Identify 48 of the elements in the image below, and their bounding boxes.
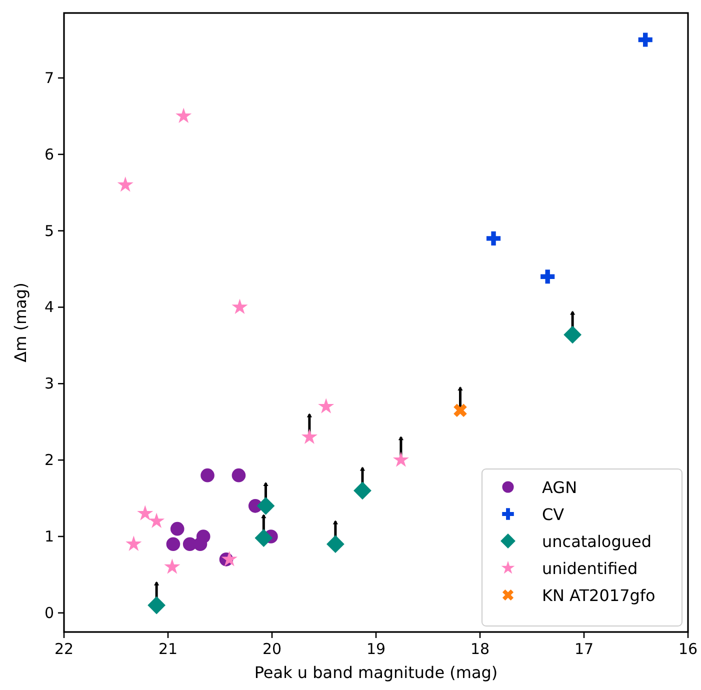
point	[564, 326, 582, 344]
point	[176, 108, 192, 123]
y-tick-label: 1	[44, 527, 54, 546]
x-tick-label: 20	[262, 640, 282, 658]
x-tick-label: 18	[470, 640, 490, 658]
legend-label: CV	[542, 505, 564, 524]
point	[148, 596, 166, 614]
point	[318, 398, 334, 414]
point	[221, 550, 238, 566]
legend-label: AGN	[542, 478, 578, 497]
point	[326, 535, 344, 554]
y-tick-label: 3	[44, 374, 54, 393]
point	[232, 298, 248, 314]
point	[638, 32, 652, 47]
point	[170, 522, 184, 536]
point	[200, 468, 214, 482]
point	[486, 231, 501, 246]
x-tick-label: 22	[54, 640, 74, 658]
point	[301, 428, 318, 444]
legend-label: KN AT2017gfo	[542, 586, 656, 605]
point	[164, 558, 180, 574]
point	[117, 176, 134, 192]
legend-label: uncatalogued	[542, 532, 652, 551]
point	[126, 536, 142, 551]
y-tick-label: 0	[44, 604, 54, 622]
point	[166, 537, 180, 552]
point	[354, 482, 372, 500]
y-tick-label: 2	[44, 451, 54, 470]
point	[232, 468, 246, 482]
point	[137, 505, 154, 520]
x-tick-label: 21	[158, 640, 178, 658]
x-tick-label: 16	[678, 640, 698, 658]
x-tick-label: 19	[366, 640, 386, 658]
point	[392, 452, 409, 467]
legend-label: unidentified	[542, 559, 638, 578]
point	[254, 529, 273, 547]
x-axis-title: Peak u band magnitude (mag)	[254, 663, 498, 682]
point	[148, 512, 165, 528]
point	[193, 537, 208, 552]
x-tick-label: 17	[574, 640, 594, 658]
y-axis-title: Δm (mag)	[11, 282, 30, 362]
y-tick-label: 6	[44, 145, 54, 164]
point	[454, 404, 467, 418]
y-tick-label: 7	[44, 68, 54, 87]
y-tick-label: 4	[44, 298, 54, 316]
point	[540, 270, 555, 284]
y-tick-label: 5	[44, 222, 54, 240]
point	[256, 496, 275, 515]
